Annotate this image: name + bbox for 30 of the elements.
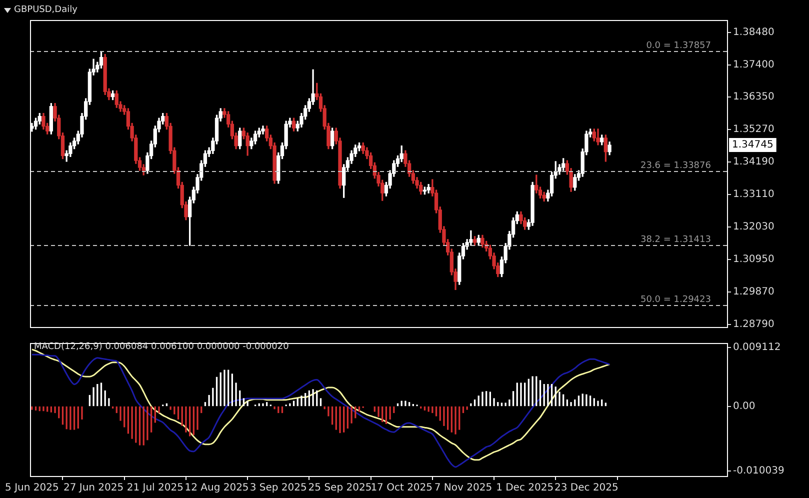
y-tick-label: -0.010039 — [733, 466, 784, 477]
ref-line-label: 23.6 = 1.33876 — [640, 161, 712, 172]
x-tick-label: 25 Sep 2025 — [308, 482, 372, 494]
x-tick-label: 23 Dec 2025 — [554, 482, 618, 494]
y-tick-label: 1.33110 — [733, 188, 774, 200]
y-tick-label: 1.30950 — [733, 254, 774, 265]
y-tick-label: 1.36350 — [733, 91, 774, 102]
x-tick-label: 5 Jun 2025 — [5, 482, 59, 494]
x-tick-label: 27 Jun 2025 — [63, 482, 124, 494]
x-tick-label: 21 Jul 2025 — [126, 482, 184, 494]
y-tick-label: 0.00 — [733, 400, 756, 412]
chart-title: MACD(12,26,9) 0.006084 0.006100 0.000000 -0.000020 — [34, 342, 289, 352]
ref-line-label: 38.2 = 1.31413 — [640, 235, 711, 246]
chart-title: GBPUSD,Daily — [14, 5, 78, 15]
x-tick-label: 1 Dec 2025 — [496, 482, 554, 494]
y-tick-label: 1.38480 — [733, 27, 774, 38]
y-tick-label: 0.009112 — [733, 342, 781, 354]
y-tick-label: 1.29870 — [733, 286, 774, 298]
x-tick-label: 3 Sep 2025 — [250, 482, 307, 494]
x-tick-label: 7 Nov 2025 — [434, 482, 492, 494]
text: 1.34745 — [732, 140, 774, 151]
y-tick-label: 1.35270 — [733, 124, 774, 135]
x-tick-label: 12 Aug 2025 — [184, 482, 249, 494]
y-tick-label: 1.37400 — [733, 60, 774, 71]
y-tick-label: 1.28790 — [733, 318, 774, 330]
ref-line-label: 50.0 = 1.29423 — [640, 295, 711, 306]
ref-line-label: 0.0 = 1.37857 — [646, 41, 711, 52]
y-tick-label: 1.34190 — [733, 156, 774, 168]
y-tick-label: 1.32030 — [733, 221, 774, 232]
x-tick-label: 17 Oct 2025 — [370, 482, 433, 494]
